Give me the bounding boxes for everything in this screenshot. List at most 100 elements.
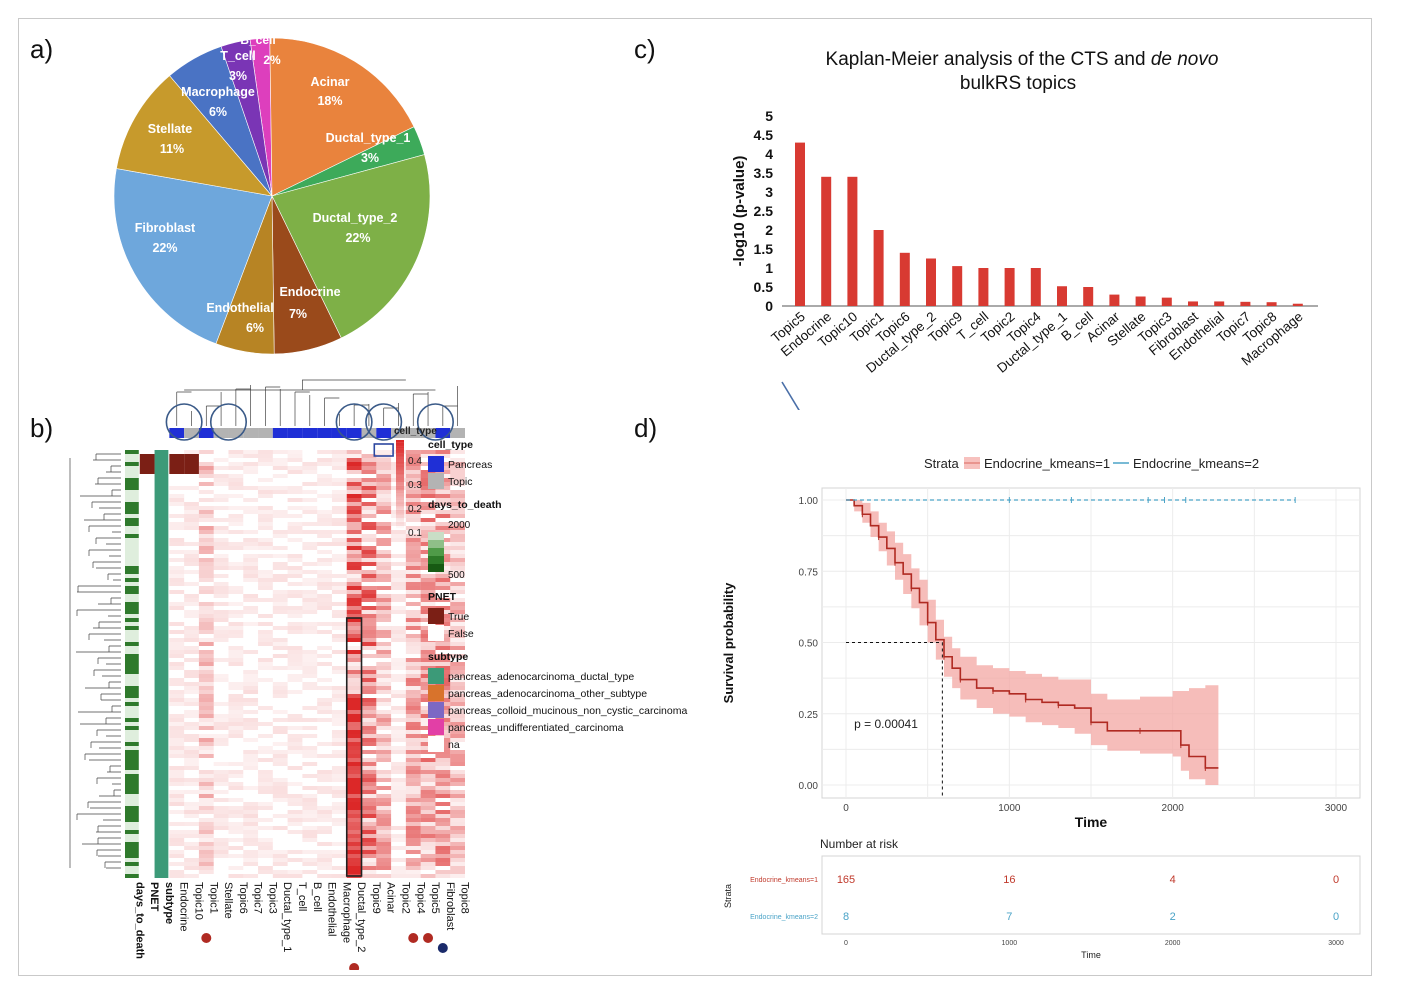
heat-cell — [405, 794, 421, 798]
heat-cell — [213, 602, 229, 606]
heat-cell — [346, 550, 362, 554]
heat-cell — [435, 858, 451, 862]
heat-cell — [450, 750, 465, 754]
heat-cell — [420, 842, 436, 846]
column-label: Ductal_type_1 — [281, 882, 293, 952]
heat-cell — [361, 814, 377, 818]
x-tick-label: 0 — [843, 803, 849, 814]
heat-cell — [243, 842, 259, 846]
heat-cell — [317, 578, 332, 582]
pie-label: Endocrine — [279, 285, 340, 299]
p-value-annotation: p = 0.00041 — [854, 717, 918, 731]
heat-cell — [302, 762, 318, 766]
heat-cell — [361, 794, 377, 798]
heat-cell — [450, 462, 465, 466]
heat-cell — [376, 526, 392, 530]
days-to-death-cell — [125, 734, 139, 738]
heat-cell — [376, 750, 392, 754]
bar-stellate — [1135, 296, 1146, 306]
heat-cell — [317, 702, 332, 706]
heat-cell — [198, 738, 214, 742]
heat-cell — [435, 450, 451, 454]
heat-cell — [287, 606, 303, 610]
heat-cell — [346, 722, 362, 726]
heat-cell — [361, 574, 377, 578]
heat-cell — [287, 590, 303, 594]
heat-cell — [331, 790, 347, 794]
colorbar-segment — [396, 457, 404, 460]
heat-cell — [243, 558, 259, 562]
heat-cell — [391, 578, 406, 582]
heat-cell — [317, 606, 332, 610]
subtype-cell — [154, 794, 169, 798]
heat-cell — [361, 478, 377, 482]
heat-cell — [435, 874, 451, 878]
heat-cell — [228, 590, 244, 594]
heat-cell — [213, 558, 229, 562]
heat-cell — [346, 530, 362, 534]
pie-pct: 6% — [209, 105, 227, 119]
heat-cell — [361, 702, 377, 706]
heat-cell — [169, 726, 185, 730]
heat-cell — [184, 570, 199, 574]
heat-cell — [331, 718, 347, 722]
heat-cell — [198, 638, 214, 642]
heat-cell — [331, 722, 347, 726]
heat-cell — [317, 462, 332, 466]
heat-cell — [302, 658, 318, 662]
subtype-cell — [154, 802, 169, 806]
heat-cell — [376, 646, 392, 650]
heat-cell — [346, 762, 362, 766]
heat-cell — [361, 510, 377, 514]
legend-title: PNET — [428, 591, 457, 603]
heat-cell — [391, 594, 406, 598]
heat-cell — [346, 462, 362, 466]
heat-cell — [346, 842, 362, 846]
subtype-cell — [154, 830, 169, 834]
column-label: Macrophage — [340, 882, 352, 943]
subtype-cell — [154, 734, 169, 738]
heat-cell — [198, 846, 214, 850]
heat-cell — [405, 498, 421, 502]
heat-cell — [376, 786, 392, 790]
heat-cell — [346, 510, 362, 514]
legend-item: pancreas_undifferentiated_carcinoma — [448, 722, 624, 734]
pie-pct: 6% — [246, 321, 264, 335]
heat-cell — [228, 494, 244, 498]
heat-cell — [361, 514, 377, 518]
heat-cell — [213, 634, 229, 638]
heat-cell — [450, 538, 465, 542]
heat-cell — [228, 626, 244, 630]
days-to-death-cell — [125, 614, 139, 618]
days-to-death-cell — [125, 798, 139, 802]
heat-cell — [405, 458, 421, 462]
days-to-death-cell — [125, 678, 139, 682]
subtype-cell — [154, 806, 169, 810]
heat-cell — [391, 874, 406, 878]
heat-cell — [450, 806, 465, 810]
heat-cell — [258, 634, 273, 638]
heat-cell — [228, 722, 244, 726]
heat-cell — [228, 866, 244, 870]
subtype-cell — [154, 846, 169, 850]
heat-cell — [287, 506, 303, 510]
heat-cell — [198, 702, 214, 706]
column-label: Stellate — [222, 882, 234, 919]
heat-cell — [376, 474, 392, 478]
heat-cell — [272, 694, 288, 698]
days-to-death-cell — [125, 742, 139, 746]
heat-cell — [198, 498, 214, 502]
heat-cell — [258, 842, 273, 846]
heat-cell — [317, 854, 332, 858]
risk-value: 0 — [1333, 911, 1339, 923]
days-to-death-cell — [125, 698, 139, 702]
risk-table-area — [821, 855, 1361, 935]
heat-cell — [213, 822, 229, 826]
heat-cell — [450, 550, 465, 554]
heat-cell — [391, 826, 406, 830]
risk-x-tick: 2000 — [1165, 940, 1181, 947]
heat-cell — [302, 754, 318, 758]
heat-cell — [258, 598, 273, 602]
legend-swatch — [428, 685, 444, 701]
heat-cell — [169, 874, 185, 878]
